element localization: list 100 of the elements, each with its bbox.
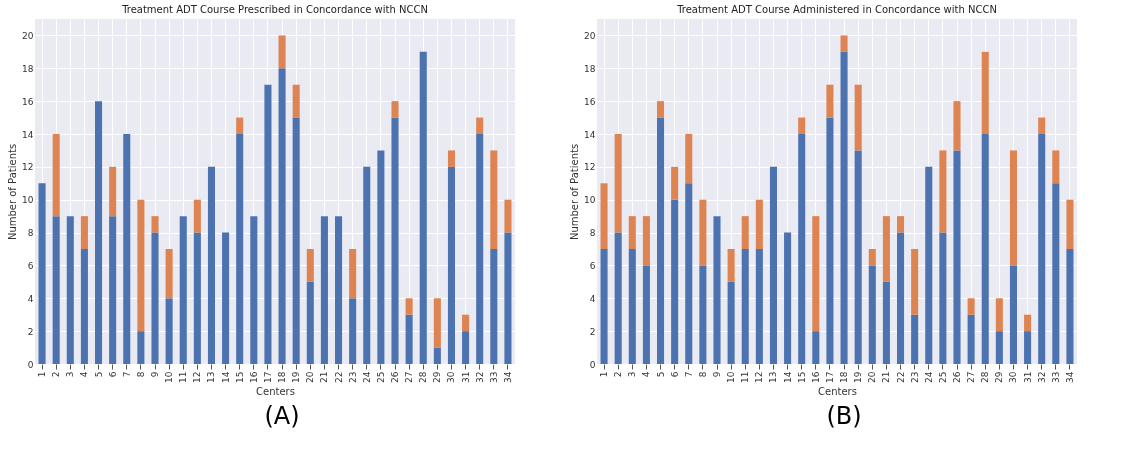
x-tick-label: 8	[697, 371, 708, 378]
x-tick-label: 5	[93, 371, 104, 378]
bar	[278, 68, 286, 364]
bar	[685, 183, 693, 364]
bar	[80, 216, 88, 249]
y-tick-label: 0	[589, 359, 596, 370]
x-tick-label: 8	[135, 371, 146, 378]
bar	[1066, 199, 1074, 249]
x-tick-label: 27	[404, 371, 415, 383]
bar	[826, 117, 834, 364]
bar	[854, 150, 862, 364]
bar	[462, 314, 470, 332]
bar	[854, 84, 862, 151]
x-tick-label: 7	[683, 371, 694, 378]
bar	[628, 216, 636, 249]
x-tick-label: 14	[220, 371, 231, 383]
x-tick-label: 17	[262, 371, 273, 383]
bar	[109, 166, 117, 217]
y-tick-label: 20	[22, 30, 34, 41]
bar	[1052, 150, 1060, 184]
bar	[1024, 314, 1032, 332]
y-tick-label: 10	[584, 195, 596, 206]
y-tick-label: 12	[584, 162, 596, 173]
bar	[600, 183, 608, 249]
x-tick-label: 15	[234, 371, 245, 383]
y-tick-label: 16	[584, 96, 596, 107]
bar	[165, 298, 173, 364]
bar	[953, 150, 961, 364]
x-tick-label: 25	[937, 371, 948, 383]
bar	[391, 117, 399, 364]
chart-title: Treatment ADT Course Administered in Concordance with NCCN	[676, 4, 997, 15]
bar	[911, 314, 919, 364]
x-tick-label: 16	[810, 371, 821, 383]
x-tick-label: 30	[1008, 371, 1019, 383]
x-tick-label: 24	[923, 371, 934, 383]
bar	[882, 281, 890, 364]
bar	[657, 101, 665, 118]
bar	[391, 101, 399, 118]
x-tick-label: 12	[192, 371, 203, 383]
bar	[1038, 117, 1046, 134]
x-tick-label: 13	[206, 371, 217, 383]
x-tick-label: 17	[824, 371, 835, 383]
x-tick-label: 1	[599, 371, 610, 378]
x-tick-label: 18	[277, 371, 288, 383]
x-tick-label: 20	[305, 371, 316, 383]
bar	[798, 134, 806, 364]
bar	[165, 249, 173, 299]
x-tick-label: 23	[909, 371, 920, 383]
x-tick-label: 34	[502, 371, 513, 383]
bar	[151, 216, 159, 233]
x-tick-label: 2	[613, 371, 624, 378]
bar	[614, 232, 622, 364]
x-tick-label: 6	[107, 371, 118, 378]
x-tick-label: 32	[1036, 371, 1047, 383]
x-tick-label: 11	[178, 371, 189, 383]
bar	[80, 249, 88, 364]
bar	[798, 117, 806, 134]
bar	[462, 331, 470, 364]
bar	[699, 265, 707, 364]
x-tick-label: 2	[51, 371, 62, 378]
x-axis-title: Centers	[256, 385, 295, 397]
x-tick-label: 33	[1050, 371, 1061, 383]
x-tick-label: 18	[839, 371, 850, 383]
y-axis-title: Number of Patients	[569, 143, 581, 241]
bar	[264, 84, 272, 364]
y-tick-label: 10	[22, 195, 34, 206]
bar	[278, 35, 286, 69]
x-tick-label: 5	[655, 371, 666, 378]
bar	[812, 216, 820, 332]
bar	[151, 232, 159, 364]
bar	[405, 298, 413, 315]
bar	[671, 199, 679, 364]
bar	[207, 166, 215, 364]
y-tick-label: 18	[584, 63, 596, 74]
y-tick-label: 4	[589, 293, 596, 304]
bar	[981, 51, 989, 134]
x-tick-label: 29	[994, 371, 1005, 383]
y-tick-label: 6	[589, 260, 596, 271]
x-tick-label: 20	[867, 371, 878, 383]
y-tick-label: 8	[589, 228, 596, 239]
bar	[897, 232, 905, 364]
x-tick-label: 34	[1064, 371, 1075, 383]
x-tick-label: 26	[390, 371, 400, 383]
bar	[236, 134, 244, 364]
x-tick-label: 15	[796, 371, 807, 383]
bar	[1038, 134, 1046, 364]
bar	[868, 249, 876, 266]
x-tick-label: 4	[79, 371, 90, 378]
bar	[939, 232, 947, 364]
y-tick-label: 12	[22, 162, 34, 173]
x-tick-label: 27	[966, 371, 977, 383]
bar	[628, 249, 636, 364]
x-tick-label: 31	[1022, 371, 1033, 383]
bar	[925, 166, 933, 364]
bar	[66, 216, 74, 364]
y-tick-label: 2	[589, 326, 596, 337]
bar	[741, 249, 749, 364]
bar	[995, 331, 1003, 364]
bar	[1066, 249, 1074, 364]
bar	[419, 51, 427, 364]
